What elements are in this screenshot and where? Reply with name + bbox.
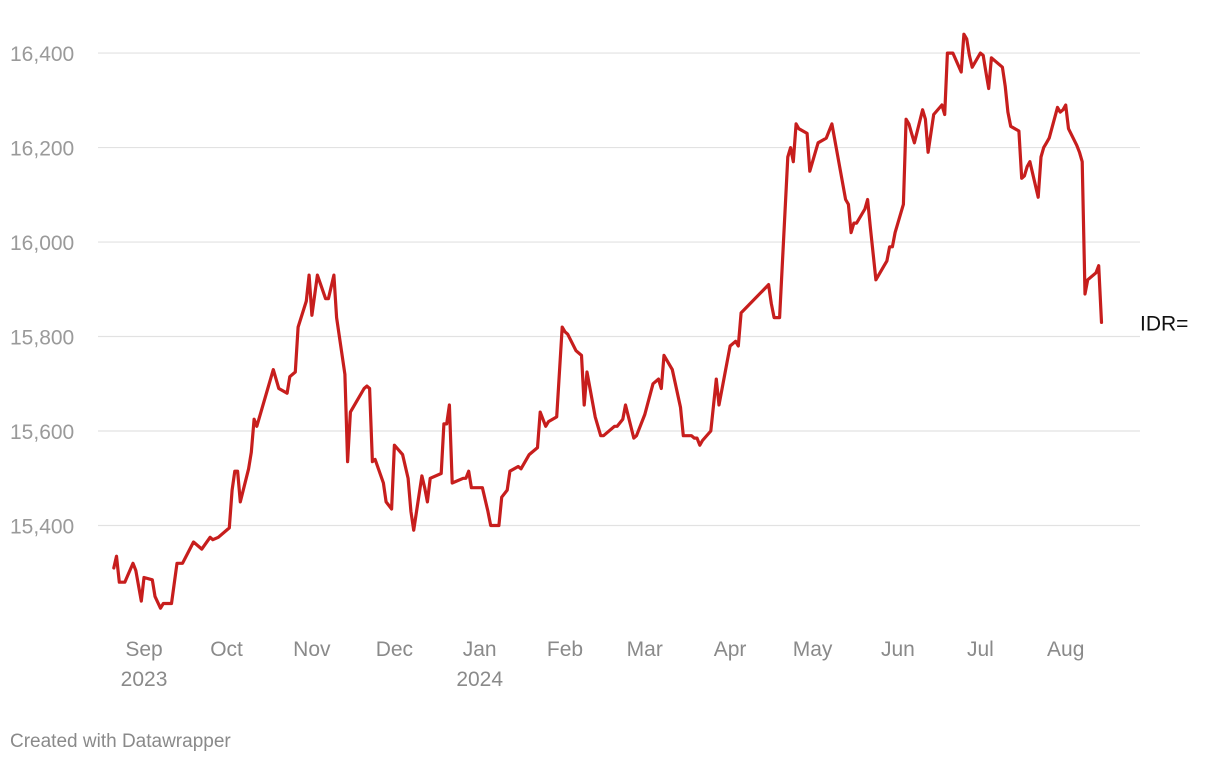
series-line xyxy=(112,32,1104,610)
y-tick-label: 16,000 xyxy=(10,232,74,255)
x-tick-label: Feb xyxy=(547,638,583,661)
x-tick-label: Dec xyxy=(376,638,413,661)
x-tick-year-label: 2023 xyxy=(121,668,168,691)
x-tick-label: Jun xyxy=(881,638,915,661)
y-tick-label: 16,200 xyxy=(10,138,74,161)
x-axis-labels: Sep 2023 Oct Nov Dec Jan 2024 Feb Mar Apr May Jun Ju… xyxy=(121,638,1085,691)
y-tick-label: 15,400 xyxy=(10,516,74,539)
gridlines xyxy=(98,52,1140,527)
x-tick-label: Jul xyxy=(967,638,994,661)
x-tick-label: Apr xyxy=(714,638,747,661)
x-tick-label: Mar xyxy=(627,638,663,661)
x-tick-label: Oct xyxy=(210,638,243,661)
series-line-group xyxy=(112,32,1104,610)
datawrapper-credit: Created with Datawrapper xyxy=(10,731,231,752)
y-axis-labels: 15,400 15,600 15,800 16,000 16,200 16,400 xyxy=(10,43,74,538)
x-tick-label: May xyxy=(793,638,833,661)
x-tick-year-label: 2024 xyxy=(456,668,503,691)
y-tick-label: 16,400 xyxy=(10,43,74,66)
series-end-label: IDR= xyxy=(1140,312,1188,335)
x-tick-label: Jan xyxy=(463,638,497,661)
line-chart: 15,400 15,600 15,800 16,000 16,200 16,400 Sep… xyxy=(10,32,1188,691)
x-tick-label: Aug xyxy=(1047,638,1084,661)
y-tick-label: 15,800 xyxy=(10,327,74,350)
x-tick-label: Nov xyxy=(293,638,331,661)
x-tick-label: Sep xyxy=(125,638,162,661)
y-tick-label: 15,600 xyxy=(10,421,74,444)
